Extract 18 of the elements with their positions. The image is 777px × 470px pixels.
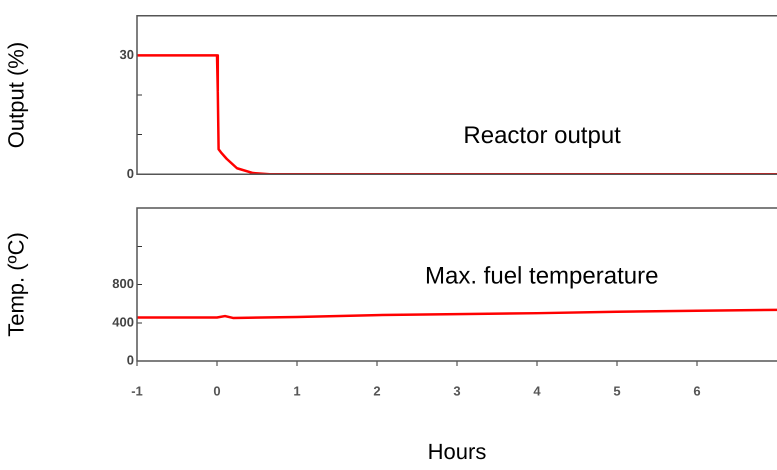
y-axis-title: Output (%)	[3, 42, 28, 148]
x-tick-label: 6	[693, 383, 701, 398]
x-tick-label: -1	[131, 383, 143, 398]
x-tick-label: 5	[613, 383, 621, 398]
annotation: Max. fuel temperature	[425, 262, 658, 290]
y-tick-label: 0	[126, 166, 134, 181]
annotation: Reactor output	[463, 122, 622, 149]
x-tick-label: 2	[373, 383, 381, 398]
x-tick-label: 3	[453, 383, 461, 398]
y-tick-label: 30	[120, 46, 134, 62]
y-tick-label: 0	[126, 352, 134, 368]
x-axis-title: Hours	[428, 438, 486, 464]
x-tick-label: 4	[533, 383, 542, 398]
x-tick-label: 1	[293, 383, 301, 398]
y-tick-label: 400	[112, 314, 134, 330]
x-tick-label: 0	[213, 383, 221, 398]
y-tick-label: 800	[112, 276, 134, 292]
y-axis-title: Temp. (ºC)	[3, 232, 28, 337]
